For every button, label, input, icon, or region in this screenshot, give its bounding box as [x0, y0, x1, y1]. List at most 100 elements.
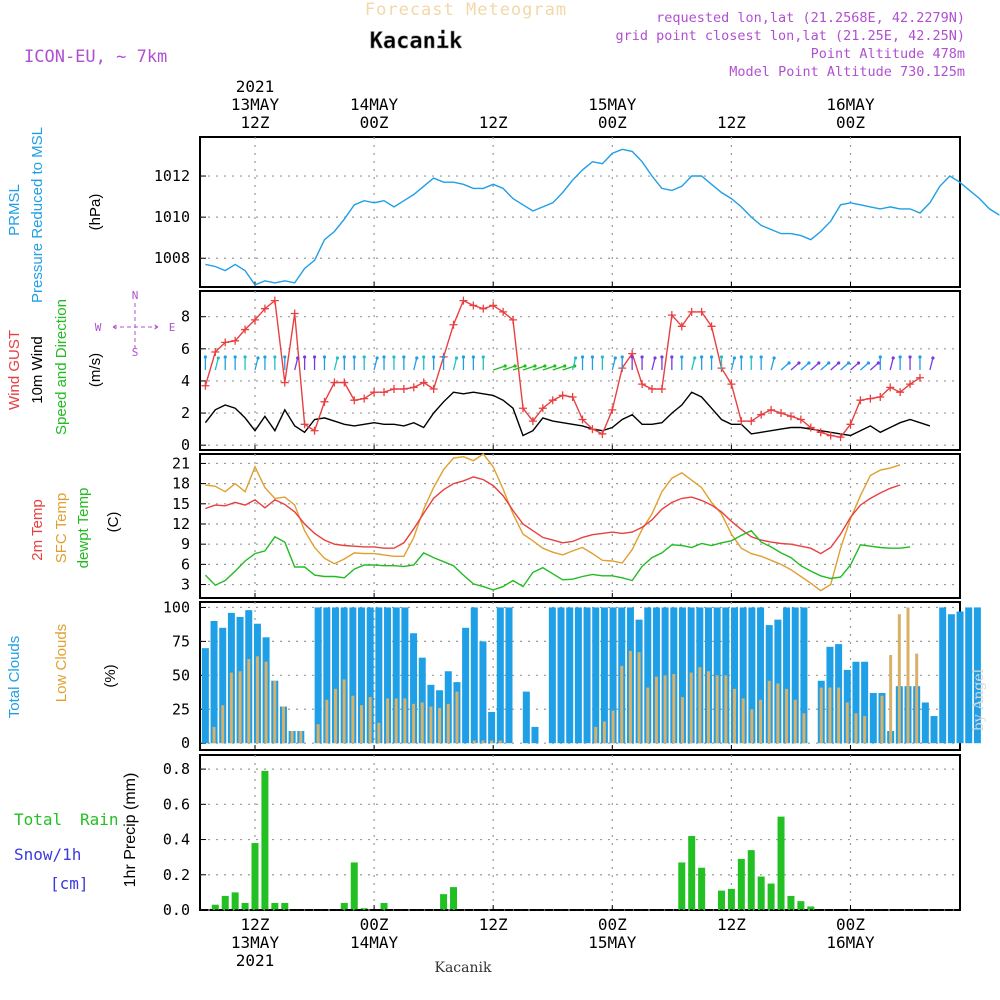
- gust-marker: [340, 378, 349, 387]
- precip-bar: [717, 890, 725, 910]
- panel-frame-2: [199, 290, 961, 451]
- wind-arrow-head: [296, 356, 300, 360]
- low-cloud-bar: [672, 673, 676, 744]
- wind-direction-arrow: [820, 362, 830, 371]
- wind-arrow-head: [918, 355, 922, 359]
- wind-arrow-head: [283, 355, 287, 359]
- low-cloud-bar: [785, 688, 789, 744]
- low-clouds-label: Low Clouds: [53, 624, 70, 702]
- low-cloud-bar: [602, 721, 606, 744]
- gust-marker: [270, 296, 279, 305]
- precip-bar: [251, 843, 259, 910]
- wind-gust-label: Wind GUST: [6, 330, 23, 410]
- requested-coords: requested lon,lat (21.2568E, 42.2279N): [656, 10, 965, 26]
- wind-arrow-head: [422, 355, 426, 359]
- gust-marker: [231, 336, 240, 345]
- wind-arrow-head: [807, 361, 811, 365]
- gust-marker: [777, 409, 786, 418]
- gust-marker: [598, 429, 607, 438]
- total-cloud-bar: [600, 607, 608, 744]
- gust-marker: [459, 296, 468, 305]
- wind-arrow-head: [620, 355, 624, 359]
- y-tick-label: 0.8: [163, 760, 190, 778]
- low-cloud-bar: [438, 707, 442, 744]
- pressure-unit: (hPa): [87, 194, 104, 231]
- y-tick-label: 1008: [154, 249, 190, 267]
- wind-arrow-head: [719, 355, 724, 359]
- low-cloud-bar: [316, 724, 320, 744]
- y-tick-label: 0.6: [163, 795, 190, 813]
- wind-arrow-head: [233, 355, 237, 359]
- total-cloud-bar: [652, 607, 660, 744]
- wind-arrow-head: [600, 355, 604, 359]
- precip-bar: [727, 888, 735, 910]
- low-cloud-bar: [594, 726, 598, 744]
- low-cloud-bar: [394, 698, 398, 744]
- model-name: ICON-EU, ~ 7km: [24, 47, 167, 67]
- low-cloud-bar: [490, 740, 494, 744]
- gust-marker: [826, 431, 835, 440]
- wind-direction-arrow: [571, 357, 577, 371]
- low-cloud-bar: [429, 706, 433, 744]
- y-tick-label: 100: [163, 598, 190, 616]
- total-cloud-bar: [973, 607, 981, 744]
- wind-direction-arrow: [691, 357, 696, 371]
- low-cloud-bar: [472, 740, 476, 744]
- wind-direction-arrow: [552, 365, 565, 371]
- wind-arrow-head: [503, 364, 507, 368]
- wind-arrow-head: [580, 355, 585, 359]
- wind-arrow-head: [837, 361, 841, 365]
- gust-marker: [886, 383, 895, 392]
- gust-marker: [211, 348, 220, 357]
- total-cloud-bar: [470, 607, 478, 744]
- low-cloud-bar: [281, 706, 285, 744]
- low-cloud-bar: [420, 702, 424, 744]
- gust-marker: [707, 322, 716, 331]
- low-cloud-bar: [255, 656, 259, 744]
- total-cloud-bar: [479, 641, 487, 744]
- wind-direction-arrow: [492, 365, 506, 371]
- wind-direction-arrow: [869, 362, 879, 371]
- bottom-date-label: 15MAY: [588, 933, 637, 952]
- gust-marker: [767, 405, 776, 414]
- low-cloud-bar: [776, 683, 780, 744]
- wind-direction-arrow: [562, 365, 575, 371]
- low-cloud-bar: [706, 671, 710, 744]
- low-cloud-bar: [915, 653, 919, 744]
- top-hour-label: 12Z: [479, 113, 508, 132]
- total-cloud-bar: [644, 607, 652, 744]
- low-cloud-bar: [325, 699, 329, 744]
- wind-arrow-head: [590, 355, 595, 359]
- gust-marker: [747, 417, 756, 426]
- wind-arrow-head: [303, 355, 307, 359]
- low-cloud-bar: [620, 665, 624, 744]
- y-tick-label: 0: [181, 734, 190, 752]
- total-cloud-bar: [418, 657, 426, 744]
- temp-unit: (C): [105, 512, 122, 533]
- wind-arrow-head: [749, 355, 753, 359]
- wind-direction-arrow: [611, 357, 616, 371]
- wind-direction-arrow: [840, 362, 850, 371]
- sfc-label: SFC Temp: [53, 493, 70, 564]
- wind-direction-arrow: [413, 357, 418, 371]
- pressure-label-2: Pressure Reduced to MSL: [29, 127, 46, 303]
- low-cloud-bar: [290, 730, 294, 744]
- total-cloud-bar: [583, 607, 591, 744]
- total-cloud-bar: [384, 607, 392, 744]
- gust-marker: [241, 325, 250, 334]
- gust-marker: [528, 417, 537, 426]
- total-cloud-bar: [496, 607, 504, 744]
- gust-marker: [399, 384, 408, 393]
- bottom-hour-label: 12Z: [479, 915, 508, 934]
- t2m-line: [205, 476, 901, 555]
- low-cloud-bar: [802, 713, 806, 744]
- pressure-label-1: PRMSL: [6, 184, 23, 236]
- bottom-date-label: 13MAY: [231, 933, 280, 952]
- precip-cm-label: [cm]: [50, 874, 89, 893]
- gust-marker: [588, 425, 597, 434]
- wind-arrow-head: [876, 361, 880, 365]
- low-cloud-bar: [837, 687, 841, 744]
- precip-bar: [241, 902, 249, 910]
- gust-marker: [915, 373, 924, 382]
